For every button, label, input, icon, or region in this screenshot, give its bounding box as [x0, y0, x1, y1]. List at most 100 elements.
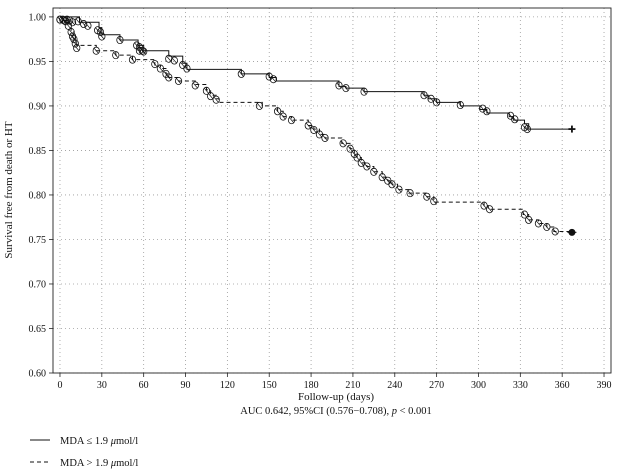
censor-mark-tick: [552, 228, 558, 235]
censor-mark: [395, 185, 403, 194]
censor-mark-tick: [389, 181, 395, 188]
censor-mark: [165, 54, 173, 63]
legend-label-low-unit: mol/l: [116, 436, 138, 447]
censor-mark-tick: [316, 131, 322, 138]
x-tick-label: 180: [304, 380, 319, 391]
censor-mark: [73, 44, 81, 53]
x-tick-label: 360: [555, 380, 570, 391]
censor-mark: [456, 101, 464, 110]
censor-mark-tick: [166, 55, 172, 62]
caption-suffix: < 0.001: [397, 406, 432, 417]
censor-mark-tick: [171, 57, 177, 64]
censor-mark: [265, 72, 273, 81]
censor-mark-tick: [364, 163, 370, 170]
x-axis-label: Follow-up (days): [298, 391, 374, 403]
censor-mark-tick: [166, 74, 172, 81]
censor-mark-tick: [74, 45, 80, 51]
censor-mark: [174, 77, 183, 86]
censor-mark-tick: [526, 217, 532, 223]
censor-mark-tick: [336, 82, 342, 89]
censor-mark: [346, 144, 354, 153]
legend-label-high-unit: mol/l: [116, 458, 138, 469]
censor-mark-tick: [544, 224, 550, 230]
censor-mark-tick: [213, 96, 219, 103]
censor-mark: [335, 81, 343, 90]
legend-label-high-greek: μ: [110, 458, 116, 469]
censor-mark: [310, 125, 318, 134]
y-tick-label: 0.65: [29, 324, 47, 335]
legend-label-low-greek: μ: [110, 436, 116, 447]
censor-mark-tick: [379, 174, 385, 180]
x-tick-label: 90: [181, 380, 191, 391]
y-tick-label: 1.00: [29, 12, 47, 23]
censor-mark: [363, 162, 371, 171]
y-tick-label: 0.75: [29, 235, 47, 246]
survival-curve-mda-high: [59, 16, 572, 232]
y-tick-label: 0.80: [29, 190, 47, 201]
censor-mark: [269, 75, 278, 84]
censor-mark: [420, 91, 428, 100]
censor-mark-tick: [157, 65, 163, 72]
censor-mark-tick: [70, 19, 75, 26]
censor-mark-tick: [358, 160, 364, 166]
censor-mark-tick: [266, 73, 272, 80]
censor-mark-tick: [99, 33, 105, 40]
censor-mark-tick: [57, 16, 63, 23]
censor-mark-tick: [176, 78, 182, 84]
censor-mark: [342, 84, 350, 93]
censor-mark-tick: [481, 202, 487, 209]
censor-mark-tick: [407, 190, 413, 196]
censor-mark-tick: [238, 71, 244, 77]
plot-frame: [52, 7, 612, 374]
censor-mark: [279, 112, 287, 121]
censor-mark: [202, 86, 211, 95]
censor-mark-tick: [347, 145, 353, 152]
censor-mark-tick: [81, 21, 87, 27]
censor-mark-tick: [93, 47, 99, 54]
censor-mark: [80, 20, 88, 29]
censor-mark-tick: [208, 93, 214, 99]
censor-mark: [551, 227, 559, 236]
censor-mark: [151, 60, 159, 69]
censor-mark-tick: [340, 140, 346, 147]
censor-mark: [370, 167, 378, 176]
censor-mark-tick: [480, 105, 486, 112]
legend-label-low-prefix: MDA ≤ 1.9: [60, 436, 111, 447]
censor-mark-tick: [343, 85, 349, 91]
censor-mark-tick: [141, 48, 147, 55]
y-tick-label: 0.95: [29, 57, 47, 68]
censor-mark-tick: [72, 40, 78, 47]
censor-mark: [430, 197, 438, 206]
censor-mark-tick: [371, 168, 377, 175]
caption-prefix: AUC 0.642, 95%CI (0.576−0.708),: [240, 406, 391, 417]
censor-mark-tick: [361, 88, 367, 95]
censor-mark: [427, 94, 435, 103]
censor-mark: [96, 28, 105, 37]
x-tick-label: 330: [513, 380, 528, 391]
censor-mark-tick: [203, 87, 209, 94]
censor-mark-tick: [457, 102, 463, 108]
x-tick-label: 150: [262, 380, 277, 391]
censor-mark: [156, 64, 165, 73]
y-tick-label: 0.70: [29, 279, 47, 290]
censor-mark-tick: [354, 154, 360, 161]
censor-mark-tick: [512, 116, 518, 123]
survival-curves: [56, 15, 577, 236]
censor-mark-tick: [311, 127, 317, 133]
legend-entry-mda-high: MDA > 1.9 μmol/l: [30, 458, 138, 469]
censor-mark-tick: [484, 108, 490, 115]
y-tick-label: 0.60: [29, 369, 47, 380]
censor-mark: [98, 32, 106, 41]
censor-mark: [128, 55, 137, 64]
censor-mark-tick: [280, 113, 286, 120]
censor-mark-tick: [152, 61, 158, 67]
censor-mark-tick: [421, 92, 427, 99]
censor-mark-tick: [70, 33, 75, 40]
legend-label-mda-low: MDA ≤ 1.9 μmol/l: [60, 436, 138, 447]
censor-mark-tick: [535, 220, 541, 227]
x-tick-label: 60: [139, 380, 149, 391]
x-tick-label: 30: [97, 380, 107, 391]
survival-curve-mda-low: [59, 16, 572, 130]
censor-mark: [423, 192, 431, 201]
censor-mark: [70, 35, 78, 44]
